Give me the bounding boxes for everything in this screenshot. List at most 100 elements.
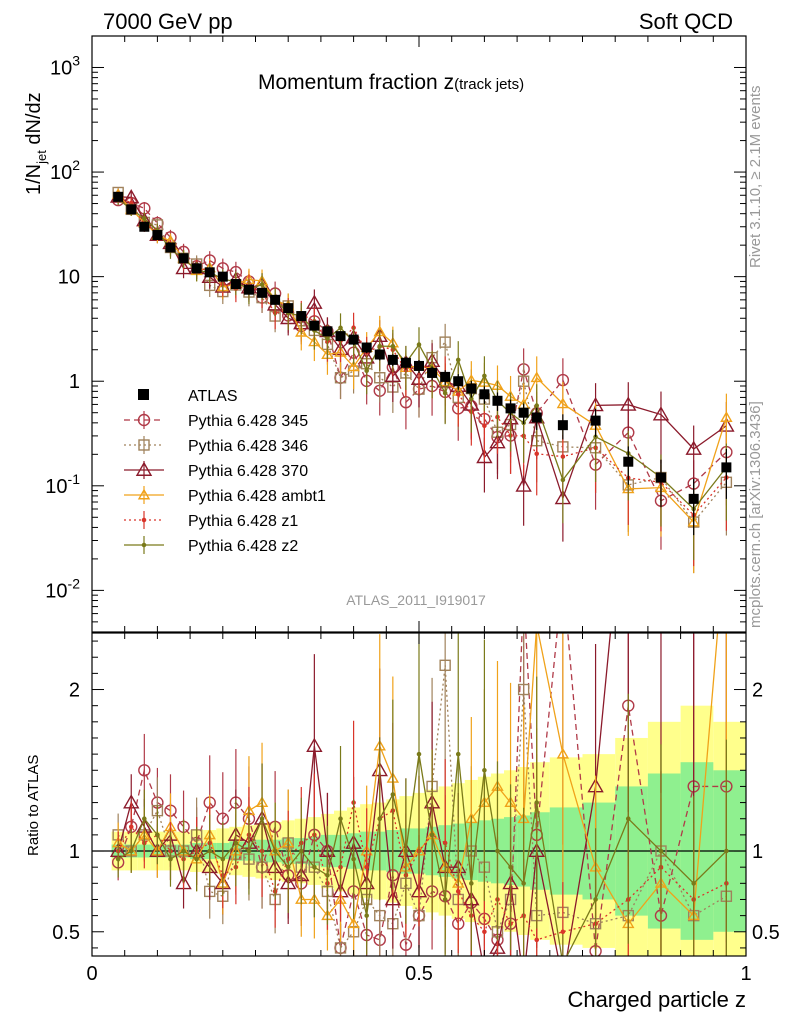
point-marker <box>325 872 330 878</box>
legend-label: Pythia 6.428 z1 <box>188 513 298 530</box>
point-marker <box>534 451 540 457</box>
point-marker <box>455 889 461 894</box>
point-marker <box>429 832 435 838</box>
point-marker <box>390 343 396 349</box>
y-label-upper: 1/Njet dN/dz <box>23 92 49 195</box>
point-marker <box>691 881 696 886</box>
point-marker <box>377 816 383 822</box>
y-tick-label: 10 <box>58 267 80 289</box>
point-marker <box>556 747 570 759</box>
point-marker <box>560 477 566 483</box>
legend-entry: Pythia 6.428 345 <box>124 411 308 430</box>
y-tick-label: 10-1 <box>45 471 80 498</box>
point-marker <box>138 439 150 451</box>
legend-label: Pythia 6.428 ambt1 <box>188 488 326 505</box>
point-marker <box>455 751 461 757</box>
point-marker <box>439 336 451 348</box>
data-point <box>557 420 568 431</box>
legend-label: Pythia 6.428 345 <box>188 413 308 430</box>
data-point <box>492 395 503 406</box>
point-marker <box>720 411 733 422</box>
legend-entry-atlas: ATLAS <box>138 388 238 405</box>
legend: ATLAS Pythia 6.428 345 Pythia 6.428 346 Pyt… <box>124 388 326 555</box>
analysis-id: ATLAS_2011_I919017 <box>346 592 486 608</box>
data-point <box>623 456 634 467</box>
point-marker <box>384 891 402 906</box>
point-marker <box>403 848 409 854</box>
point-marker <box>455 391 461 397</box>
data-point <box>440 371 451 382</box>
y-label-lower: Ratio to ATLAS <box>25 755 42 856</box>
data-point <box>721 462 732 473</box>
point-marker <box>135 461 153 476</box>
point-marker <box>530 371 543 383</box>
y-tick-label: 102 <box>50 157 80 184</box>
point-marker <box>338 816 343 822</box>
legend-entry: Pythia 6.428 346 <box>124 436 308 455</box>
y-tick-base: 10 <box>45 476 67 498</box>
point-marker <box>272 848 278 854</box>
point-marker <box>534 937 540 943</box>
legend-entry: Pythia 6.428 370 <box>124 461 308 480</box>
point-marker <box>194 856 199 862</box>
y-tick-base: 10 <box>50 162 72 184</box>
point-marker <box>384 367 402 383</box>
point-marker <box>295 325 308 337</box>
point-marker <box>175 259 192 275</box>
point-marker <box>482 767 487 773</box>
y-tick-label-right: 1 <box>752 841 763 863</box>
point-marker <box>515 477 532 492</box>
point-marker <box>347 917 360 929</box>
point-marker <box>534 403 540 408</box>
legend-label: ATLAS <box>188 388 238 405</box>
data-point <box>688 493 699 504</box>
data-point <box>400 357 411 368</box>
point-marker <box>482 423 487 429</box>
point-marker <box>439 659 451 671</box>
data-point <box>204 267 215 278</box>
point-marker <box>442 390 448 396</box>
data-point <box>322 326 333 337</box>
data-point <box>126 204 137 215</box>
point-marker <box>220 856 226 862</box>
point-marker <box>374 372 386 384</box>
data-point <box>505 403 516 414</box>
point-marker <box>390 792 396 797</box>
x-tick-label: 0.5 <box>405 963 433 985</box>
title-sub: (track jets) <box>454 76 524 93</box>
series-line <box>117 802 727 941</box>
point-marker <box>298 848 304 854</box>
point-marker <box>115 856 121 862</box>
point-marker <box>259 816 265 822</box>
data-point <box>230 279 241 290</box>
data-point <box>479 389 490 400</box>
point-marker <box>508 864 513 870</box>
point-marker <box>685 440 702 455</box>
point-marker <box>246 848 252 854</box>
y-tick-label-left: 2 <box>69 680 80 702</box>
data-point <box>361 342 372 353</box>
point-marker <box>377 343 383 349</box>
data-point <box>348 334 359 345</box>
y-tick-label-right: 0.5 <box>752 922 780 944</box>
y-label-upper-sub: jet <box>34 150 49 165</box>
data-point <box>283 303 294 314</box>
data-point <box>309 320 320 331</box>
data-point <box>427 367 438 378</box>
data-point <box>655 472 666 483</box>
y-tick-exponent: -1 <box>68 471 81 487</box>
point-marker <box>374 909 386 922</box>
point-marker <box>556 397 570 409</box>
point-marker <box>593 897 598 902</box>
point-marker <box>142 816 147 822</box>
data-point <box>113 191 124 202</box>
point-marker <box>476 448 493 464</box>
data-series <box>113 191 732 536</box>
point-marker <box>495 848 500 854</box>
point-marker <box>325 336 330 342</box>
legend-label: Pythia 6.428 346 <box>188 438 308 455</box>
point-marker <box>334 942 347 954</box>
point-marker <box>416 342 422 347</box>
data-point <box>139 221 150 232</box>
